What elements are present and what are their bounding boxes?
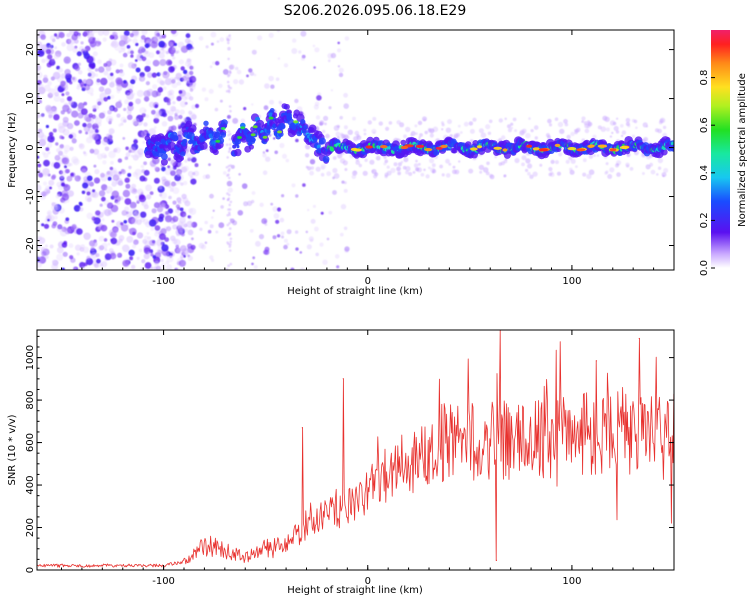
spectrogram-frame <box>36 29 675 271</box>
snr-spike-point <box>595 360 598 362</box>
snr-ytick-label: 400 <box>25 475 36 494</box>
spectrogram-ylabel: Frequency (Hz) <box>7 112 18 188</box>
snr-xtick-label: 100 <box>562 576 581 587</box>
snr-spike-point <box>638 337 640 340</box>
snr-spike-point <box>495 559 497 562</box>
colorbar-gradient <box>711 30 730 268</box>
spectrogram-xtick-label: -100 <box>152 276 175 287</box>
colorbar-tick-label: 0.8 <box>699 70 710 86</box>
snr-ylabel: SNR (10 * v/v) <box>7 414 18 485</box>
snr-ytick-label: 1000 <box>25 345 36 370</box>
spectrogram-ytick-label: 0 <box>25 144 36 150</box>
spectrogram-ytick-label: 10 <box>25 92 36 105</box>
colorbar-label: Normalized spectral amplitude <box>737 73 748 227</box>
spectrogram-ytick-label: 20 <box>25 43 36 56</box>
snr-frame <box>36 329 675 571</box>
snr-xlabel: Height of straight line (km) <box>287 585 423 596</box>
figure-title: S206.2026.095.06.18.E29 <box>284 3 467 19</box>
colorbar-tick-label: 0.2 <box>699 212 710 228</box>
spectrogram-xtick-label: 0 <box>365 276 371 287</box>
spectrogram-signal-band <box>143 103 674 166</box>
colorbar-tick-label: 0.0 <box>699 260 710 276</box>
snr-ytick-label: 800 <box>25 391 36 410</box>
spectrogram-ytick-label: -20 <box>25 237 36 253</box>
snr-spike-point <box>301 427 303 429</box>
snr-ytick-label: 200 <box>25 518 36 537</box>
colorbar-tick-label: 0.4 <box>699 165 710 181</box>
colorbar: 0.0 0.2 0.4 0.6 0.8 Normalized spectral ampl… <box>699 30 748 276</box>
spectrogram-xlabel: Height of straight line (km) <box>287 286 423 297</box>
snr-ytick-label: 600 <box>25 433 36 452</box>
snr-spike-point <box>342 378 344 380</box>
snr-xtick-label: 0 <box>365 576 371 587</box>
spectrogram-xtick-label: 100 <box>562 276 581 287</box>
colorbar-tick-label: 0.6 <box>699 117 710 133</box>
snr-xtick-label: -100 <box>152 576 175 587</box>
spectrogram-ytick-label: -10 <box>25 188 36 204</box>
snr-series-line <box>37 330 674 568</box>
snr-ytick-label: 0 <box>25 567 36 573</box>
